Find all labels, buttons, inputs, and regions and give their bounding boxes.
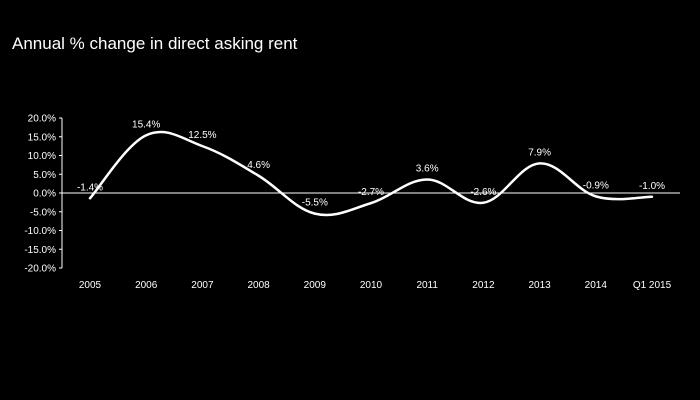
data-label: -2.7% [358, 187, 384, 198]
data-labels: -1.4% 15.4% 12.5% 4.6% -5.5% -2.7% 3.6% -2.6% 7.… [77, 119, 665, 208]
data-label: 3.6% [416, 164, 439, 175]
x-tick-label: 2013 [528, 280, 551, 291]
data-label: 4.6% [247, 160, 270, 171]
x-tick-label: 2005 [79, 280, 102, 291]
data-label: 15.4% [132, 119, 160, 130]
data-label: -1.4% [77, 182, 103, 193]
x-axis-ticks: 2005 2006 2007 2008 2009 2010 2011 2012 2013 2014… [79, 280, 672, 291]
x-tick-label: Q1 2015 [633, 280, 672, 291]
y-tick-label: -5.0% [30, 207, 56, 218]
x-tick-label: 2014 [585, 280, 608, 291]
y-tick-label: 20.0% [28, 114, 56, 125]
y-axis: 20.0% 15.0% 10.0% 5.0% 0.0% -5.0% -10.0% -15.0%… [24, 114, 63, 275]
y-tick-label: 10.0% [28, 151, 56, 162]
x-tick-label: 2007 [191, 280, 214, 291]
y-tick-label: -15.0% [24, 245, 56, 256]
series-line-group [88, 130, 654, 217]
data-label: 7.9% [528, 147, 551, 158]
x-tick-label: 2009 [304, 280, 327, 291]
y-tick-label: 15.0% [28, 132, 56, 143]
x-tick-label: 2010 [360, 280, 383, 291]
x-tick-label: 2008 [247, 280, 270, 291]
data-label: -2.6% [470, 187, 496, 198]
y-tick-label: 5.0% [33, 170, 56, 181]
x-tick-label: 2012 [472, 280, 495, 291]
data-label: -0.9% [583, 180, 609, 191]
chart-title: Annual % change in direct asking rent [12, 34, 298, 53]
data-label: -1.0% [639, 181, 665, 192]
x-tick-label: 2006 [135, 280, 158, 291]
series-line [88, 130, 654, 217]
y-tick-label: 0.0% [33, 189, 56, 200]
data-label: 12.5% [188, 130, 216, 141]
y-tick-label: -20.0% [24, 264, 56, 275]
x-tick-label: 2011 [416, 280, 438, 291]
y-tick-label: -10.0% [24, 226, 56, 237]
data-label: -5.5% [302, 198, 328, 209]
